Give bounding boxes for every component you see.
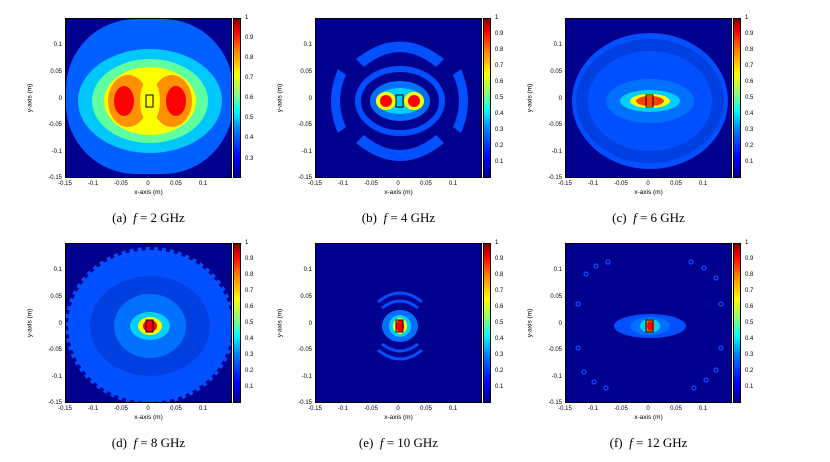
x-axis-label: x-axis (m) [634, 414, 663, 421]
x-axis-label: x-axis (m) [134, 414, 163, 421]
colorbar-ticks: 1 0.9 0.8 0.7 0.6 0.5 0.4 0.3 0.2 0.1 [495, 15, 504, 165]
colorbar [733, 243, 741, 403]
field-map-plot [565, 243, 732, 403]
panel-caption: (c) f = 6 GHz [612, 210, 685, 225]
field-map-plot [315, 243, 482, 403]
x-axis-label: x-axis (m) [634, 189, 663, 196]
field-map-plot [315, 18, 482, 178]
colorbar [483, 18, 491, 178]
panel-e: 1 0.9 0.8 0.7 0.6 0.5 0.4 0.3 0.2 0.1 0.… [250, 225, 504, 450]
colorbar [233, 18, 241, 178]
panel-caption: (b) f = 4 GHz [361, 210, 436, 225]
panel-caption: (d) f = 8 GHz [111, 435, 186, 450]
panel-a: 1 0.9 0.8 0.7 0.6 0.5 0.4 0.3 0.1 0.05 0… [0, 0, 254, 225]
y-axis-label: y-axis (m) [526, 308, 534, 338]
colorbar [483, 243, 491, 403]
colorbar-ticks: 1 0.9 0.8 0.7 0.6 0.5 0.4 0.3 0.2 0.1 [745, 240, 754, 390]
x-axis-label: x-axis (m) [384, 414, 413, 421]
field-map-plot [65, 18, 232, 178]
y-axis-label: y-axis (m) [26, 83, 34, 113]
panel-b: 1 0.9 0.8 0.7 0.6 0.5 0.4 0.3 0.2 0.1 0.… [250, 0, 504, 225]
panel-caption: (a) f = 2 GHz [112, 210, 185, 225]
colorbar-ticks: 1 0.9 0.8 0.7 0.6 0.5 0.4 0.3 [245, 15, 254, 162]
colorbar-ticks: 1 0.9 0.8 0.7 0.6 0.5 0.4 0.3 0.2 0.1 [745, 15, 754, 165]
x-axis-label: x-axis (m) [134, 189, 163, 196]
y-axis-label: y-axis (m) [526, 83, 534, 113]
x-axis-label: x-axis (m) [384, 189, 413, 196]
panel-f: 1 0.9 0.8 0.7 0.6 0.5 0.4 0.3 0.2 0.1 0.… [500, 225, 754, 450]
field-map-plot [565, 18, 732, 178]
colorbar-ticks: 1 0.9 0.8 0.7 0.6 0.5 0.4 0.3 0.2 0.1 [245, 240, 254, 390]
panel-caption: (f) f = 12 GHz [609, 435, 688, 450]
y-axis-label: y-axis (m) [26, 308, 34, 338]
y-axis-label: y-axis (m) [276, 83, 284, 113]
field-map-plot [65, 243, 232, 403]
panel-d: 1 0.9 0.8 0.7 0.6 0.5 0.4 0.3 0.2 0.1 0.… [0, 225, 254, 450]
y-axis-label: y-axis (m) [276, 308, 284, 338]
colorbar-ticks: 1 0.9 0.8 0.7 0.6 0.5 0.4 0.3 0.2 0.1 [495, 240, 504, 390]
panel-c: 1 0.9 0.8 0.7 0.6 0.5 0.4 0.3 0.2 0.1 0.… [500, 0, 754, 225]
colorbar [733, 18, 741, 178]
panel-caption: (e) f = 10 GHz [358, 435, 439, 450]
colorbar [233, 243, 241, 403]
